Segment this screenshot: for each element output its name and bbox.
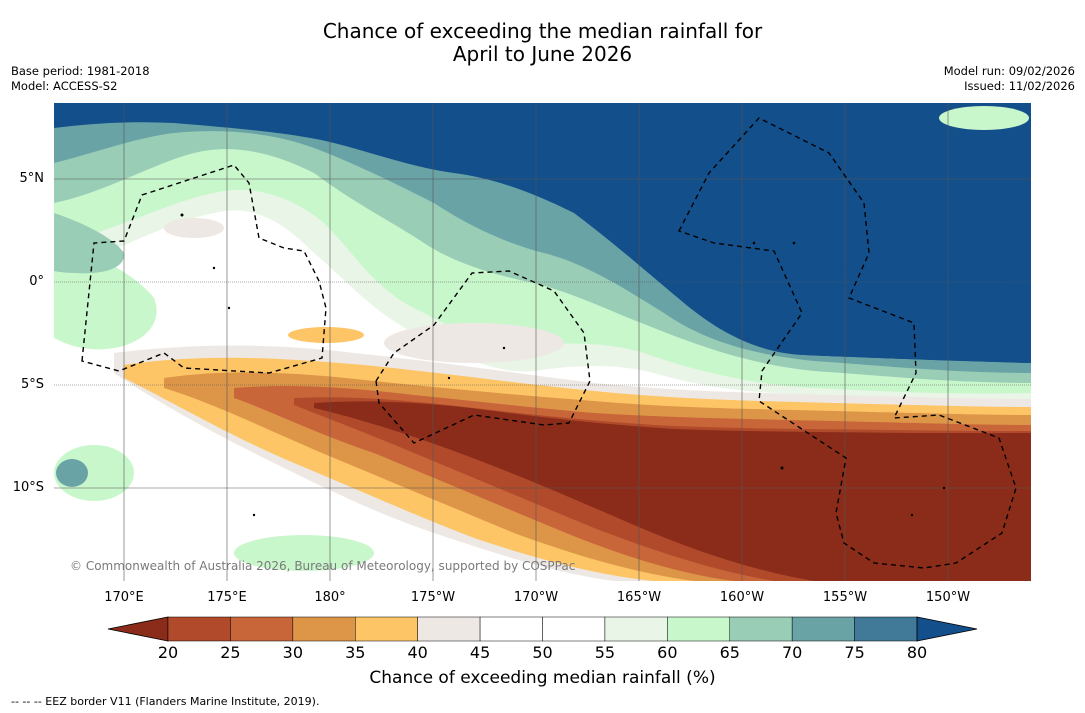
colorbar-tick-label: 40 bbox=[407, 643, 428, 662]
colorbar-cell bbox=[604, 616, 668, 642]
colorbar-cell bbox=[355, 616, 418, 642]
model-name: Model: ACCESS-S2 bbox=[11, 79, 118, 93]
title-line-1: Chance of exceeding the median rainfall … bbox=[322, 19, 763, 43]
eez-border-phoenix bbox=[375, 270, 591, 444]
patch-teal-sw bbox=[56, 459, 88, 487]
colorbar-cell bbox=[292, 616, 356, 642]
colorbar-tick-label: 75 bbox=[844, 643, 865, 662]
lon-label-160w: 160°W bbox=[719, 590, 765, 605]
lon-label-180: 180° bbox=[314, 590, 346, 605]
model-run: Model run: 09/02/2026 bbox=[943, 64, 1075, 78]
patch-45-central bbox=[384, 323, 564, 363]
lat-label-10s: 10°S bbox=[12, 480, 44, 495]
lon-label-175w: 175°W bbox=[410, 590, 456, 605]
colorbar-tick-label: 60 bbox=[657, 643, 678, 662]
colorbar-cell bbox=[854, 616, 918, 642]
lat-label-5s: 5°S bbox=[20, 377, 44, 392]
colorbar bbox=[107, 616, 978, 642]
title-line-2: April to June 2026 bbox=[452, 42, 633, 66]
colorbar-extend-low bbox=[107, 616, 169, 642]
colorbar-tick-label: 25 bbox=[220, 643, 241, 662]
colorbar-tick-label: 45 bbox=[469, 643, 491, 662]
issued-date: Issued: 11/02/2026 bbox=[964, 79, 1075, 93]
region-20 bbox=[314, 401, 1031, 581]
region-80-east bbox=[674, 258, 1031, 363]
colorbar-tick-label: 70 bbox=[781, 643, 803, 662]
eez-border-line-islands bbox=[678, 117, 1017, 569]
colorbar-cell bbox=[729, 616, 793, 642]
colorbar-tick-label: 55 bbox=[594, 643, 616, 662]
copyright-notice: © Commonwealth of Australia 2026, Bureau… bbox=[70, 559, 576, 573]
colorbar-tick-label: 50 bbox=[532, 643, 553, 662]
meta-right: Model run: 09/02/2026 Issued: 11/02/2026 bbox=[944, 64, 1075, 94]
base-period: Base period: 1981-2018 bbox=[11, 64, 150, 78]
colorbar-tick-label: 65 bbox=[719, 643, 740, 662]
lat-label-0: 0° bbox=[29, 274, 44, 289]
colorbar-label: Chance of exceeding median rainfall (%) bbox=[369, 668, 716, 688]
colorbar-tick-label: 20 bbox=[157, 643, 179, 662]
lon-label-155w: 155°W bbox=[822, 590, 868, 605]
eez-border-kiribati-gilbert bbox=[81, 164, 327, 374]
colorbar-cell bbox=[167, 616, 231, 642]
lon-label-150w: 150°W bbox=[925, 590, 971, 605]
colorbar-cell bbox=[230, 616, 294, 642]
graticule bbox=[54, 103, 1031, 581]
lon-label-165w: 165°W bbox=[616, 590, 662, 605]
patch-45-west bbox=[164, 218, 224, 238]
colorbar-tick-label: 80 bbox=[906, 643, 928, 662]
patch-40-central bbox=[288, 327, 364, 343]
patch-ne-green bbox=[939, 106, 1029, 130]
rainfall-map bbox=[54, 103, 1031, 581]
patch-green-sw bbox=[54, 445, 134, 501]
lon-label-170w: 170°W bbox=[513, 590, 559, 605]
colorbar-extend-high bbox=[916, 616, 978, 642]
islands bbox=[180, 213, 946, 517]
colorbar-cell bbox=[791, 616, 855, 642]
colorbar-cell bbox=[667, 616, 730, 642]
colorbar-cell bbox=[417, 616, 481, 642]
colorbar-cell bbox=[479, 616, 543, 642]
region-70-west bbox=[54, 213, 125, 274]
colorbar-cell bbox=[542, 616, 606, 642]
lat-label-5n: 5°N bbox=[19, 171, 45, 186]
lon-label-175e: 175°E bbox=[207, 590, 247, 605]
eez-borders bbox=[81, 117, 1017, 569]
colorbar-tick-label: 30 bbox=[282, 643, 304, 662]
lon-label-170e: 170°E bbox=[104, 590, 144, 605]
eez-footnote: -- -- -- EEZ border V11 (Flanders Marine… bbox=[11, 695, 320, 708]
meta-left: Base period: 1981-2018 Model: ACCESS-S2 bbox=[11, 64, 150, 94]
patch-green-south bbox=[234, 535, 374, 571]
chart-title: Chance of exceeding the median rainfall … bbox=[0, 20, 1085, 66]
colorbar-tick-label: 35 bbox=[345, 643, 366, 662]
